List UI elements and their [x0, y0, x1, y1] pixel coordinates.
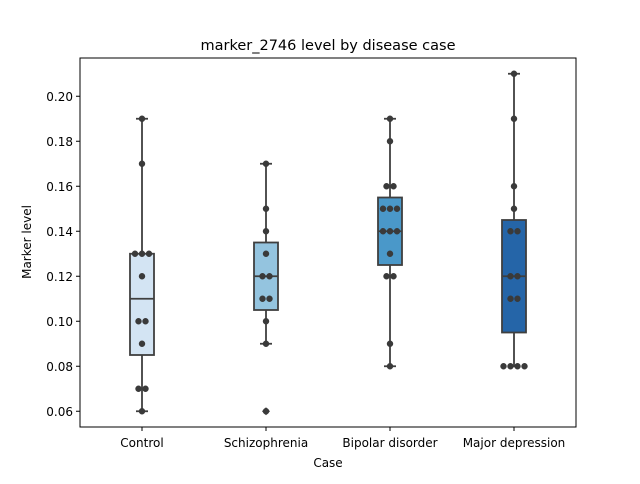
- data-point: [262, 250, 270, 257]
- box-group: [253, 162, 279, 416]
- swarm-points: [379, 115, 401, 370]
- box-group: [501, 72, 527, 368]
- data-point: [379, 228, 387, 235]
- data-point: [514, 363, 521, 370]
- y-tick-label: 0.14: [46, 225, 73, 239]
- data-point: [262, 408, 270, 415]
- data-point: [383, 183, 390, 190]
- data-point: [262, 340, 270, 347]
- data-point: [390, 273, 397, 280]
- box-group: [129, 117, 155, 413]
- y-tick-label: 0.18: [46, 135, 73, 149]
- data-point: [262, 160, 270, 167]
- data-point: [386, 138, 394, 145]
- swarm-points: [500, 70, 528, 370]
- data-point: [510, 205, 518, 212]
- data-point: [383, 273, 390, 280]
- data-point: [393, 228, 401, 235]
- x-tick-label: Major depression: [463, 436, 566, 450]
- data-point: [386, 228, 394, 235]
- data-point: [131, 250, 139, 257]
- y-tick-label: 0.12: [46, 270, 73, 284]
- x-tick-label: Bipolar disorder: [342, 436, 437, 450]
- y-tick-label: 0.10: [46, 315, 73, 329]
- y-tick-label: 0.20: [46, 90, 73, 104]
- data-point: [135, 318, 142, 325]
- data-point: [262, 205, 270, 212]
- axes-frame: [79, 57, 577, 428]
- data-point: [510, 183, 518, 190]
- y-tick-label: 0.16: [46, 180, 73, 194]
- data-point: [507, 363, 514, 370]
- box: [129, 252, 155, 356]
- data-point: [514, 295, 521, 302]
- data-point: [259, 295, 266, 302]
- data-point: [507, 273, 514, 280]
- data-point: [145, 250, 153, 257]
- data-point: [138, 250, 146, 257]
- chart-title: marker_2746 level by disease case: [201, 38, 456, 54]
- data-point: [507, 228, 514, 235]
- data-point: [386, 250, 394, 257]
- data-point: [500, 363, 507, 370]
- y-axis-ticks: 0.06 0.08 0.10 0.12 0.14 0.16 0.18 0.20: [46, 90, 80, 419]
- y-axis-label: Marker level: [20, 205, 34, 279]
- data-point: [266, 295, 273, 302]
- data-point: [138, 160, 146, 167]
- x-tick-label: Control: [120, 436, 163, 450]
- data-point: [507, 295, 514, 302]
- data-point: [390, 183, 397, 190]
- y-tick-label: 0.08: [46, 360, 73, 374]
- data-point: [266, 273, 273, 280]
- y-tick-label: 0.06: [46, 405, 73, 419]
- swarm-points: [259, 160, 273, 415]
- x-tick-label: Schizophrenia: [224, 436, 308, 450]
- data-point: [514, 228, 521, 235]
- data-point: [386, 340, 394, 347]
- data-point: [138, 273, 146, 280]
- data-point: [262, 228, 270, 235]
- data-point: [393, 205, 401, 212]
- data-point: [379, 205, 387, 212]
- data-point: [386, 205, 394, 212]
- data-point: [135, 385, 142, 392]
- data-point: [521, 363, 528, 370]
- data-point: [259, 273, 266, 280]
- x-axis-ticks: Control Schizophrenia Bipolar disorder Majo…: [120, 427, 565, 450]
- data-point: [386, 115, 394, 122]
- data-point: [262, 318, 270, 325]
- data-point: [510, 70, 518, 77]
- data-point: [386, 363, 394, 370]
- swarm-points: [131, 115, 153, 415]
- data-point: [142, 385, 149, 392]
- data-point: [138, 340, 146, 347]
- data-point: [138, 408, 146, 415]
- data-point: [514, 273, 521, 280]
- plot-area: [129, 70, 528, 416]
- data-point: [142, 318, 149, 325]
- data-point: [138, 115, 146, 122]
- x-axis-label: Case: [313, 456, 342, 470]
- data-point: [510, 115, 518, 122]
